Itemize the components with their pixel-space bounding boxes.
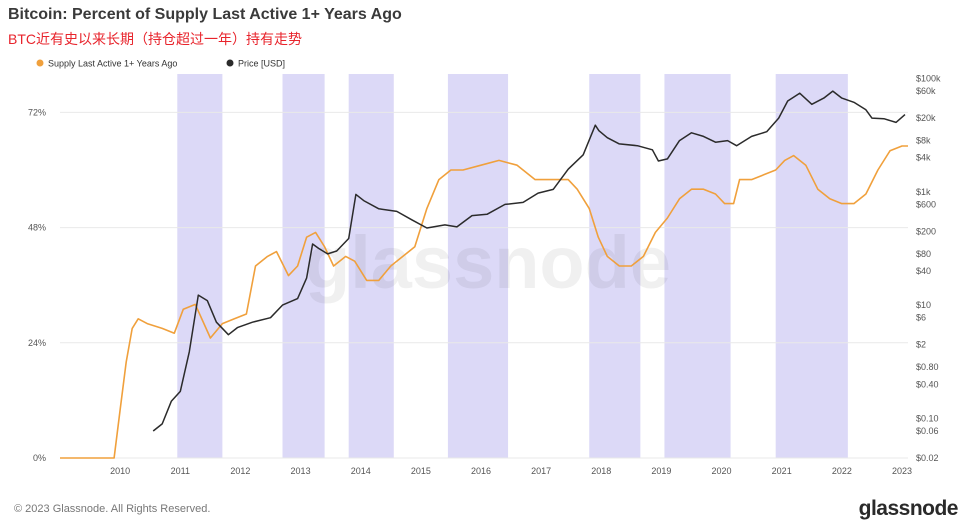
legend-price-swatch: [226, 59, 234, 67]
right-tick-label-3: $0.40: [916, 379, 939, 389]
right-tick-label-13: $4k: [916, 153, 931, 163]
left-tick-label-1: 24%: [28, 338, 46, 348]
right-axis-ticks: $0.02 $0.06 $0.10 $0.40 $0.80 $2 $6 $10 $40 $80 $2…: [916, 73, 941, 463]
x-tick-label-2010: 2010: [110, 466, 130, 476]
x-tick-label-2017: 2017: [531, 466, 551, 476]
right-tick-label-8: $40: [916, 266, 931, 276]
x-tick-label-2021: 2021: [772, 466, 792, 476]
left-tick-label-3: 72%: [28, 107, 46, 117]
right-tick-label-6: $6: [916, 313, 926, 323]
right-tick-label-17: $100k: [916, 73, 941, 83]
legend-supply-swatch: [36, 59, 44, 67]
x-tick-label-2013: 2013: [291, 466, 311, 476]
grid-lines: [60, 111, 908, 459]
right-tick-label-10: $200: [916, 226, 936, 236]
glassnode-logo: glassnode: [858, 497, 959, 520]
highlight-band-0: [177, 74, 223, 458]
right-tick-label-15: $20k: [916, 113, 936, 123]
x-axis-ticks: 2010 2011 2012 2013 2014 2015 2016 2017 2018 2019…: [110, 466, 912, 476]
series-lines: [60, 90, 908, 459]
x-tick-label-2019: 2019: [651, 466, 671, 476]
left-tick-label-2: 48%: [28, 223, 46, 233]
x-tick-label-2023: 2023: [892, 466, 912, 476]
left-axis-ticks: 0% 24% 48% 72%: [28, 107, 46, 463]
chart-subtitle: BTC近有史以来长期（持仓超过一年）持有走势: [8, 31, 302, 47]
highlight-bands: [177, 74, 848, 458]
highlight-band-2: [348, 74, 394, 458]
highlight-band-3: [447, 74, 509, 458]
right-tick-label-14: $8k: [916, 136, 931, 146]
x-tick-label-2015: 2015: [411, 466, 431, 476]
legend-price-label: Price [USD]: [238, 59, 285, 69]
highlight-band-6: [775, 74, 848, 458]
watermark: glassnode: [305, 221, 671, 304]
x-tick-label-2016: 2016: [471, 466, 491, 476]
x-tick-label-2020: 2020: [712, 466, 732, 476]
right-tick-label-5: $2: [916, 340, 926, 350]
right-tick-label-0: $0.02: [916, 453, 939, 463]
right-tick-label-12: $1k: [916, 187, 931, 197]
x-tick-label-2011: 2011: [171, 466, 190, 476]
right-tick-label-2: $0.10: [916, 413, 939, 423]
legend: Supply Last Active 1+ Years Ago Price [U…: [36, 59, 285, 69]
chart-title: Bitcoin: Percent of Supply Last Active 1…: [8, 6, 402, 23]
copyright-footer: © 2023 Glassnode. All Rights Reserved.: [14, 503, 211, 515]
x-tick-label-2018: 2018: [591, 466, 611, 476]
x-tick-label-2014: 2014: [351, 466, 371, 476]
right-tick-label-11: $600: [916, 199, 936, 209]
highlight-band-1: [282, 74, 325, 458]
right-tick-label-7: $10: [916, 300, 931, 310]
x-tick-label-2012: 2012: [230, 466, 250, 476]
highlight-band-5: [664, 74, 731, 458]
left-tick-label-0: 0%: [33, 453, 46, 463]
legend-supply-label: Supply Last Active 1+ Years Ago: [48, 59, 177, 69]
price-series-line: [152, 90, 906, 432]
right-tick-label-16: $60k: [916, 86, 936, 96]
right-tick-label-1: $0.06: [916, 426, 939, 436]
right-tick-label-4: $0.80: [916, 362, 939, 372]
x-tick-label-2022: 2022: [832, 466, 852, 476]
right-tick-label-9: $80: [916, 249, 931, 259]
